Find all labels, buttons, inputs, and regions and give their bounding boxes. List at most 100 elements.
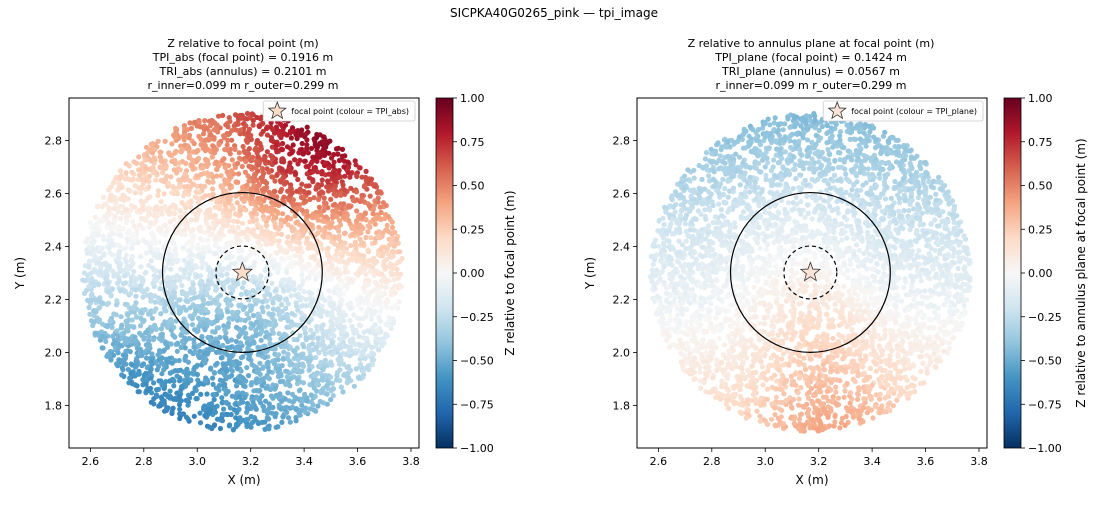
- point-cloud-dot: [389, 272, 395, 278]
- point-cloud-dot: [337, 322, 343, 329]
- point-cloud-dot: [352, 341, 358, 347]
- point-cloud-dot: [175, 368, 181, 374]
- point-cloud-dot: [345, 374, 351, 381]
- point-cloud-dot: [133, 337, 139, 343]
- point-cloud-dot: [267, 258, 274, 264]
- point-cloud-dot: [306, 275, 312, 281]
- point-cloud-dot: [238, 127, 244, 133]
- point-cloud-dot: [327, 360, 333, 366]
- point-cloud-dot: [214, 122, 220, 128]
- point-cloud-dot: [315, 336, 321, 342]
- point-cloud-dot: [236, 213, 242, 219]
- colorbar-gradient: [435, 97, 454, 449]
- point-cloud-dot: [200, 296, 207, 302]
- point-cloud-dot: [279, 166, 285, 172]
- point-cloud-dot: [134, 314, 140, 320]
- point-cloud-dot: [216, 246, 222, 252]
- point-cloud-dot: [324, 382, 330, 388]
- point-cloud-dot: [328, 318, 334, 324]
- point-cloud-dot: [364, 335, 370, 341]
- point-cloud-dot: [357, 270, 363, 276]
- point-cloud-dot: [312, 372, 318, 379]
- point-cloud-dot: [383, 202, 389, 209]
- point-cloud-dot: [265, 285, 271, 291]
- point-cloud-dot: [758, 359, 764, 365]
- point-cloud-dot: [160, 322, 166, 328]
- point-cloud-dot: [757, 245, 763, 252]
- point-cloud-dot: [275, 307, 281, 313]
- point-cloud-dot: [163, 232, 169, 238]
- point-cloud-dot: [106, 220, 112, 226]
- point-cloud-dot: [200, 165, 206, 171]
- point-cloud-dot: [146, 224, 152, 230]
- colorbar: 1.000.750.500.250.00−0.25−0.50−0.75−1.00…: [435, 92, 517, 455]
- point-cloud-dot: [346, 204, 352, 210]
- point-cloud-dot: [148, 258, 154, 264]
- point-cloud-dot: [245, 406, 251, 412]
- point-cloud-dot: [302, 325, 308, 331]
- point-cloud-dot: [262, 232, 268, 238]
- point-cloud-dot: [222, 387, 228, 393]
- point-cloud-dot: [143, 381, 149, 387]
- point-cloud-dot: [128, 274, 134, 280]
- point-cloud-dot: [265, 304, 271, 310]
- point-cloud-dot: [297, 186, 303, 192]
- point-cloud-dot: [255, 344, 261, 350]
- point-cloud-dot: [358, 306, 365, 312]
- point-cloud-dot: [176, 160, 182, 166]
- point-cloud-dot: [143, 215, 149, 222]
- point-cloud-dot: [189, 322, 196, 328]
- point-cloud-dot: [177, 214, 183, 220]
- point-cloud-dot: [95, 232, 101, 238]
- point-cloud-dot: [240, 399, 246, 405]
- point-cloud-dot: [288, 185, 294, 191]
- point-cloud-dot: [223, 206, 229, 213]
- point-cloud-dot: [245, 373, 252, 379]
- point-cloud-dot: [199, 265, 205, 271]
- point-cloud-dot: [216, 142, 222, 148]
- point-cloud-dot: [330, 303, 336, 309]
- point-cloud-dot: [363, 174, 369, 180]
- point-cloud-dot: [248, 157, 254, 163]
- point-cloud-dot: [179, 384, 185, 390]
- point-cloud-dot: [189, 238, 195, 244]
- point-cloud-dot: [358, 361, 364, 367]
- point-cloud-dot: [210, 381, 216, 387]
- point-cloud-dot: [130, 219, 136, 225]
- point-cloud-dot: [157, 149, 163, 155]
- point-cloud-dot: [361, 300, 367, 306]
- point-cloud-dot: [293, 170, 299, 177]
- point-cloud-dot: [125, 366, 131, 373]
- point-cloud-dot: [373, 268, 379, 274]
- point-cloud-dot: [362, 281, 368, 287]
- point-cloud-dot: [191, 141, 197, 147]
- point-cloud-dot: [127, 240, 133, 246]
- point-cloud-dot: [112, 345, 118, 351]
- point-cloud-dot: [274, 261, 280, 268]
- point-cloud-dot: [295, 357, 301, 363]
- point-cloud-dot: [137, 222, 143, 228]
- point-cloud-dot: [218, 355, 224, 361]
- point-cloud-dot: [109, 324, 115, 330]
- point-cloud-dot: [246, 146, 252, 152]
- point-cloud-dot: [249, 111, 255, 117]
- point-cloud-dot: [278, 231, 285, 237]
- point-cloud-dot: [226, 374, 233, 380]
- point-cloud-dot: [350, 231, 356, 238]
- point-cloud-dot: [264, 241, 270, 247]
- point-cloud-dot: [278, 336, 284, 342]
- point-cloud-dot: [345, 280, 351, 286]
- point-cloud-dot: [238, 417, 244, 423]
- point-cloud-dot: [275, 373, 282, 380]
- point-cloud-dot: [367, 193, 373, 199]
- point-cloud-dot: [198, 278, 204, 284]
- point-cloud-dot: [296, 367, 302, 373]
- point-cloud-dot: [356, 216, 362, 222]
- point-cloud-dot: [214, 308, 220, 314]
- point-cloud-dot: [333, 207, 339, 213]
- point-cloud-dot: [278, 302, 285, 308]
- point-cloud-dot: [190, 302, 196, 308]
- point-cloud-dot: [317, 312, 323, 318]
- point-cloud-dot: [299, 140, 305, 147]
- point-cloud-dot: [239, 285, 246, 291]
